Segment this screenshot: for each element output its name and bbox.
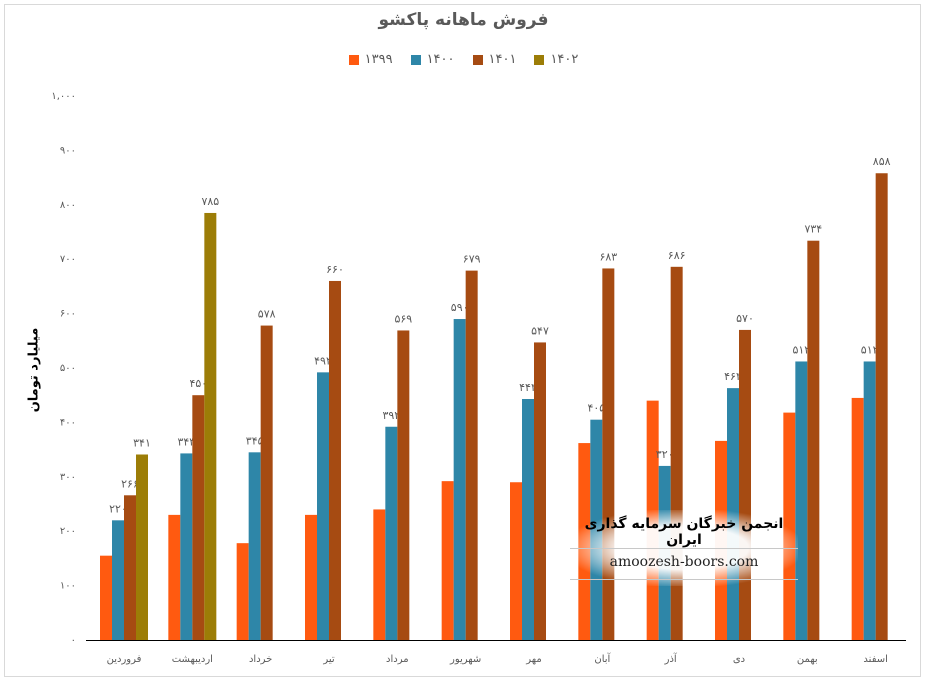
y-tick-label: ۵۰۰	[60, 363, 76, 374]
x-tick-label: آذر	[664, 652, 678, 665]
data-label: ۴۵۰	[189, 377, 207, 390]
x-tick-label: دی	[733, 654, 745, 665]
data-label: ۶۸۳	[599, 250, 617, 263]
x-tick-label: فروردین	[107, 654, 142, 665]
bar	[851, 397, 864, 640]
bar	[305, 514, 317, 640]
data-label: ۲۲۰	[109, 502, 127, 515]
bar	[168, 514, 181, 640]
legend-label: ۱۴۰۰	[426, 52, 455, 67]
bar	[329, 280, 341, 640]
data-label: ۳۲۰	[656, 448, 674, 461]
watermark-divider	[570, 548, 798, 549]
data-label: ۳۹۲	[382, 409, 400, 422]
data-label: ۵۷۸	[258, 308, 276, 321]
data-label: ۵۶۹	[394, 312, 412, 325]
data-label: ۷۳۴	[804, 223, 822, 236]
data-label: ۵۷۰	[736, 312, 754, 325]
bar	[875, 173, 888, 641]
x-tick-label: خرداد	[249, 654, 272, 665]
data-label: ۴۶۳	[724, 370, 742, 383]
bar	[248, 452, 261, 640]
bar	[204, 212, 217, 640]
y-tick-label: ۸۰۰	[60, 200, 76, 211]
bar	[100, 555, 112, 640]
bar	[510, 482, 522, 640]
watermark-url: amoozesh-boors.com	[609, 554, 759, 570]
legend-item: ۱۴۰۲	[534, 52, 578, 67]
bar	[863, 361, 876, 640]
chart-frame	[4, 4, 921, 677]
bar	[317, 372, 329, 640]
x-tick-label: آبان	[594, 652, 611, 665]
x-tick-label: مهر	[525, 654, 541, 665]
bar	[373, 509, 386, 640]
data-label: ۵۹۰	[451, 301, 469, 314]
watermark: انجمن خبرگان سرمایه گذاری ایران amoozesh…	[570, 510, 798, 586]
bar	[192, 395, 205, 640]
bar	[534, 342, 546, 640]
y-tick-label: ۶۰۰	[60, 309, 76, 320]
watermark-divider	[570, 579, 798, 580]
bar	[236, 543, 249, 640]
data-label: ۶۸۶	[668, 249, 686, 262]
data-label: ۳۴۳	[177, 435, 195, 448]
bar	[260, 325, 273, 640]
x-tick-label: اردیبهشت	[172, 654, 213, 665]
y-tick-label: ۱۰۰	[60, 581, 76, 592]
data-label: ۵۱۲	[861, 343, 879, 356]
chart-title: فروش ماهانه پاکشو	[378, 10, 549, 30]
bar	[441, 481, 454, 640]
legend-item: ۱۴۰۰	[410, 52, 455, 67]
data-label: ۴۹۲	[314, 354, 332, 367]
data-label: ۳۴۱	[133, 436, 151, 449]
x-tick-label: تیر	[322, 654, 335, 665]
data-label: ۷۸۵	[201, 195, 219, 208]
data-label: ۵۴۷	[531, 324, 549, 337]
data-label: ۶۷۹	[463, 253, 481, 266]
bar	[385, 426, 398, 640]
legend-item: ۱۳۹۹	[348, 52, 393, 67]
bar	[807, 240, 820, 641]
x-tick-label: شهریور	[449, 654, 481, 665]
bar	[739, 329, 751, 640]
legend-label: ۱۴۰۲	[550, 52, 579, 67]
y-tick-label: ۰	[71, 635, 76, 646]
x-tick-label: مرداد	[386, 654, 409, 665]
legend: ۱۳۹۹ ۱۴۰۰ ۱۴۰۱ ۱۴۰۲	[0, 52, 927, 67]
legend-swatch	[348, 54, 359, 65]
y-tick-label: ۹۰۰	[60, 145, 76, 156]
y-tick-label: ۲۰۰	[60, 526, 76, 537]
data-label: ۲۶۶	[121, 477, 139, 490]
data-label: ۵۱۲	[792, 343, 810, 356]
data-label: ۴۴۳	[519, 381, 537, 394]
legend-swatch	[472, 54, 483, 65]
bar	[522, 399, 534, 640]
bar	[453, 319, 466, 640]
bar	[397, 330, 410, 640]
legend-swatch	[410, 54, 421, 65]
x-tick-label: اسفند	[863, 654, 887, 665]
legend-label: ۱۳۹۹	[364, 52, 393, 67]
bar	[124, 495, 136, 640]
bar	[136, 454, 148, 640]
watermark-title: انجمن خبرگان سرمایه گذاری ایران	[584, 516, 784, 548]
legend-item: ۱۴۰۱	[472, 52, 517, 67]
data-label: ۶۶۰	[326, 263, 344, 276]
data-label: ۳۴۵	[246, 434, 264, 447]
data-label: ۴۰۵	[587, 402, 605, 415]
y-tick-label: ۱,۰۰۰	[51, 91, 76, 102]
y-tick-label: ۷۰۰	[60, 254, 76, 265]
data-label: ۸۵۸	[873, 155, 891, 168]
bar	[112, 520, 124, 640]
x-tick-label: بهمن	[797, 654, 818, 665]
legend-swatch	[534, 54, 545, 65]
bar	[795, 361, 808, 640]
y-tick-label: ۳۰۰	[60, 472, 76, 483]
bar	[180, 453, 193, 640]
y-tick-label: ۴۰۰	[60, 417, 76, 428]
legend-label: ۱۴۰۱	[488, 52, 517, 67]
bar	[465, 270, 478, 640]
